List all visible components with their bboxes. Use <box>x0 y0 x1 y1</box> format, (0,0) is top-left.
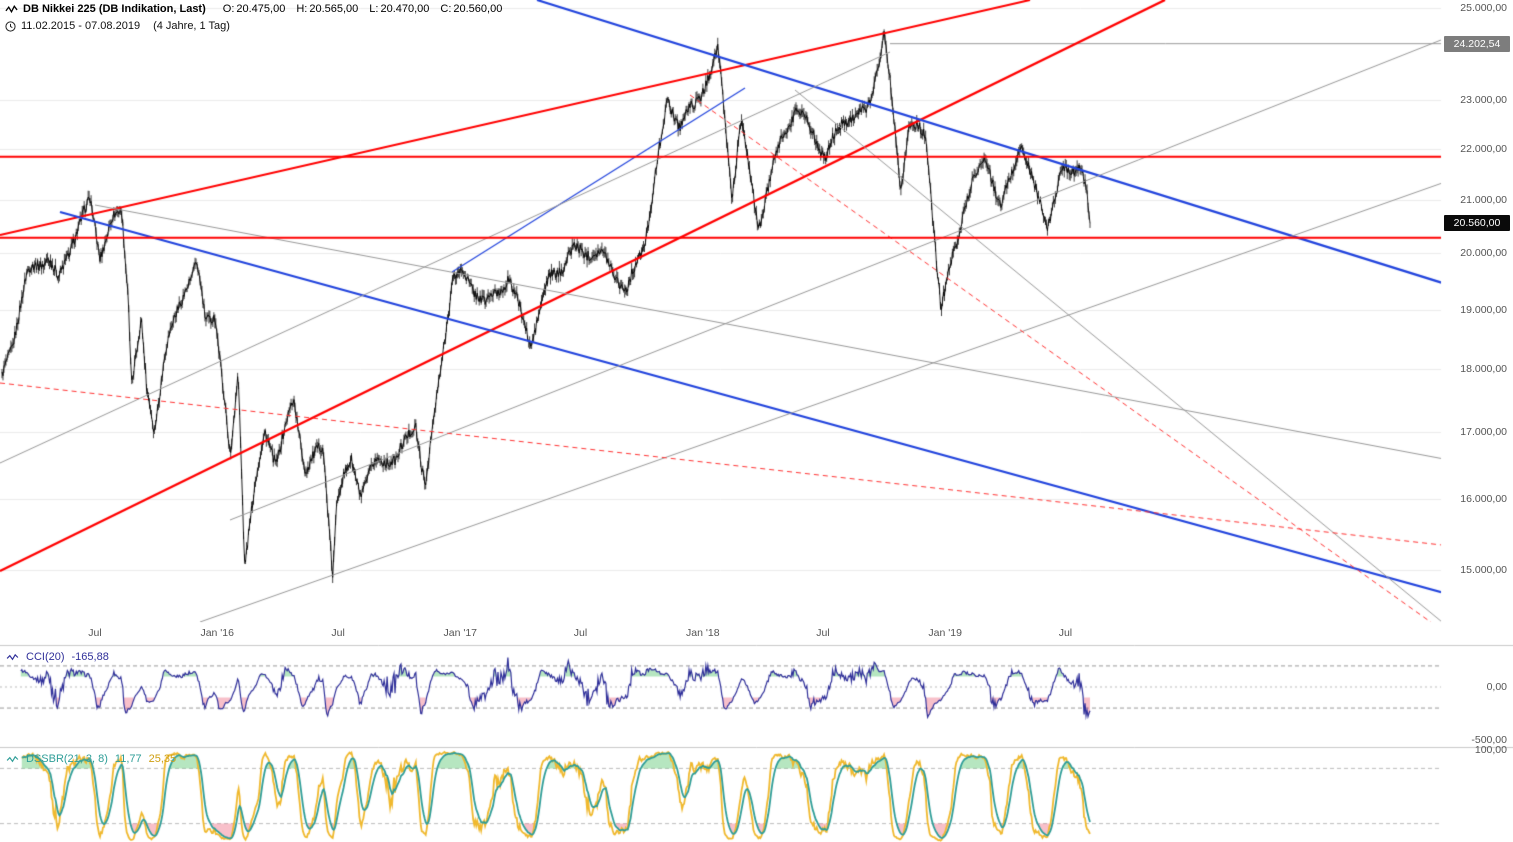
chart-application: DB Nikkei 225 (DB Indikation, Last) O: 20… <box>0 0 1513 842</box>
chart-canvas[interactable] <box>0 0 1513 842</box>
